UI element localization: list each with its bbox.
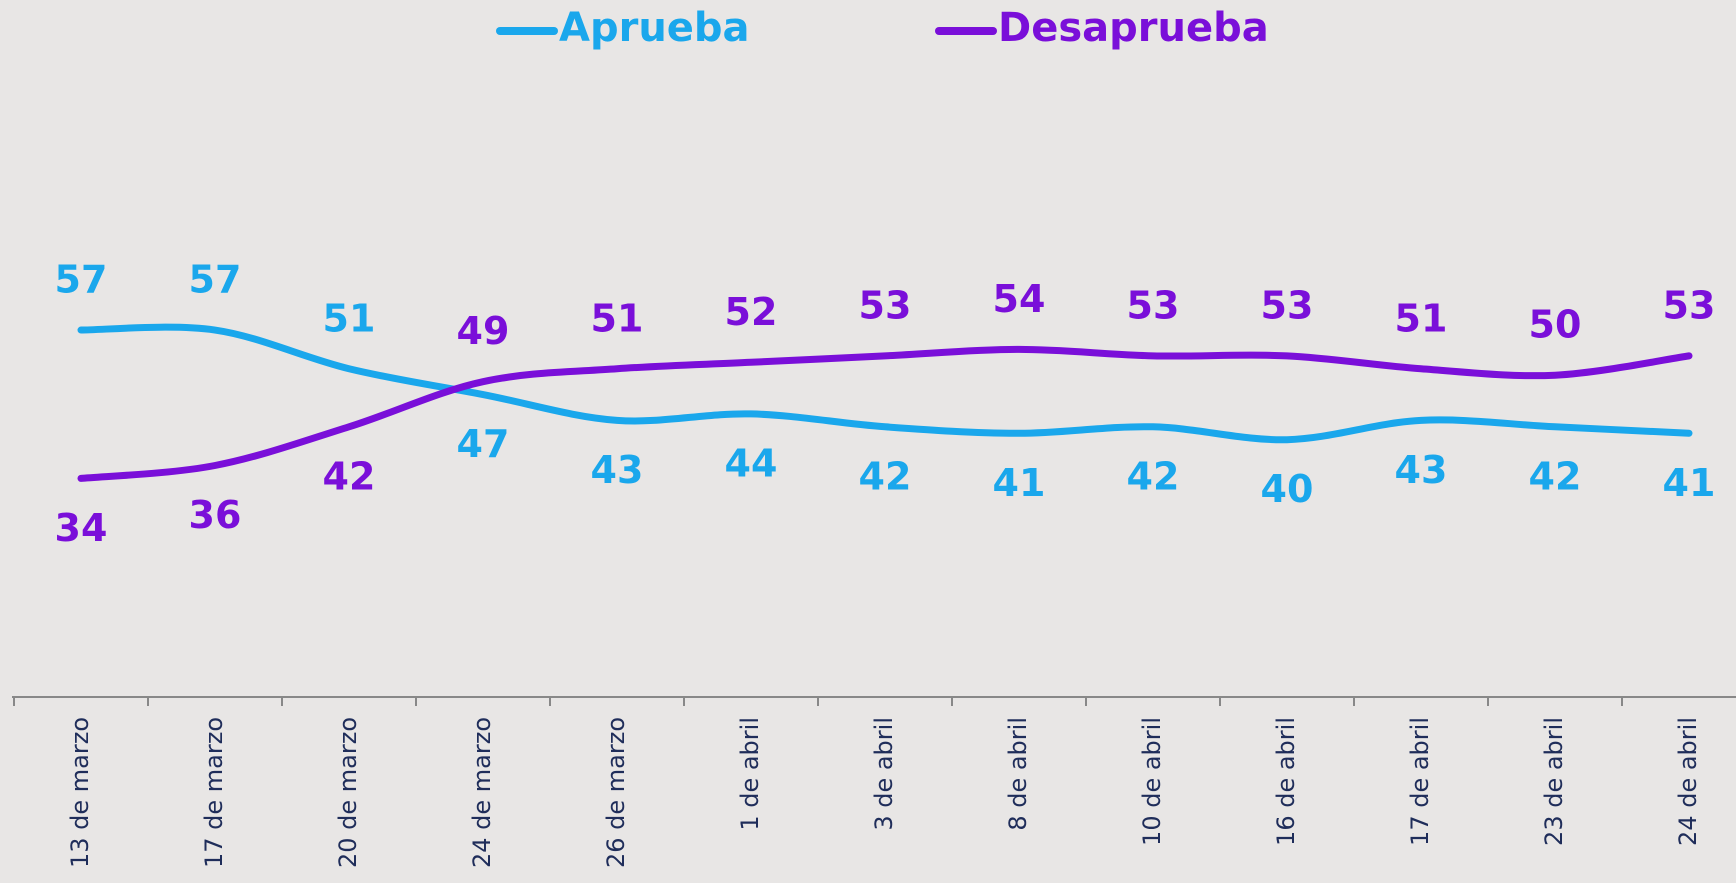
x-tick-label: 17 de marzo bbox=[200, 717, 228, 868]
data-label: 42 bbox=[859, 454, 912, 498]
x-tick-label: 10 de abril bbox=[1138, 717, 1166, 846]
x-tick-label: 3 de abril bbox=[870, 717, 898, 831]
data-label: 42 bbox=[1529, 454, 1582, 498]
x-tick-label: 23 de abril bbox=[1540, 717, 1568, 846]
data-label: 40 bbox=[1261, 467, 1314, 511]
x-tick-label: 1 de abril bbox=[736, 717, 764, 831]
data-label: 53 bbox=[1127, 283, 1180, 327]
data-label: 57 bbox=[55, 258, 108, 302]
data-label: 36 bbox=[189, 493, 242, 537]
data-label: 53 bbox=[1261, 283, 1314, 327]
data-label: 53 bbox=[1663, 283, 1716, 327]
data-label: 51 bbox=[1395, 296, 1448, 340]
x-tick-label: 24 de marzo bbox=[468, 717, 496, 868]
data-label: 42 bbox=[1127, 454, 1180, 498]
data-label: 53 bbox=[859, 283, 912, 327]
x-tick-label: 16 de abril bbox=[1272, 717, 1300, 846]
data-label: 49 bbox=[457, 309, 510, 353]
data-label: 34 bbox=[55, 506, 108, 550]
x-tick-label: 24 de abril bbox=[1674, 717, 1702, 846]
data-label: 44 bbox=[725, 441, 778, 485]
data-label: 51 bbox=[323, 296, 376, 340]
x-tick-label: 26 de marzo bbox=[602, 717, 630, 868]
legend-label: Desaprueba bbox=[998, 5, 1269, 51]
data-label: 41 bbox=[993, 461, 1046, 505]
data-label: 47 bbox=[457, 422, 510, 466]
data-label: 50 bbox=[1529, 303, 1582, 347]
series-line bbox=[77, 345, 1693, 482]
data-label: 43 bbox=[591, 448, 644, 492]
data-label: 57 bbox=[189, 258, 242, 302]
legend-label: Aprueba bbox=[559, 5, 750, 51]
data-label: 42 bbox=[323, 454, 376, 498]
data-label: 41 bbox=[1663, 461, 1716, 505]
x-tick-label: 17 de abril bbox=[1406, 717, 1434, 846]
series-line bbox=[77, 323, 1693, 444]
data-label: 43 bbox=[1395, 448, 1448, 492]
x-tick-label: 13 de marzo bbox=[66, 717, 94, 868]
x-tick-label: 20 de marzo bbox=[334, 717, 362, 868]
data-label: 54 bbox=[993, 277, 1046, 321]
data-label: 52 bbox=[725, 290, 778, 334]
data-label: 51 bbox=[591, 296, 644, 340]
x-tick-label: 8 de abril bbox=[1004, 717, 1032, 831]
